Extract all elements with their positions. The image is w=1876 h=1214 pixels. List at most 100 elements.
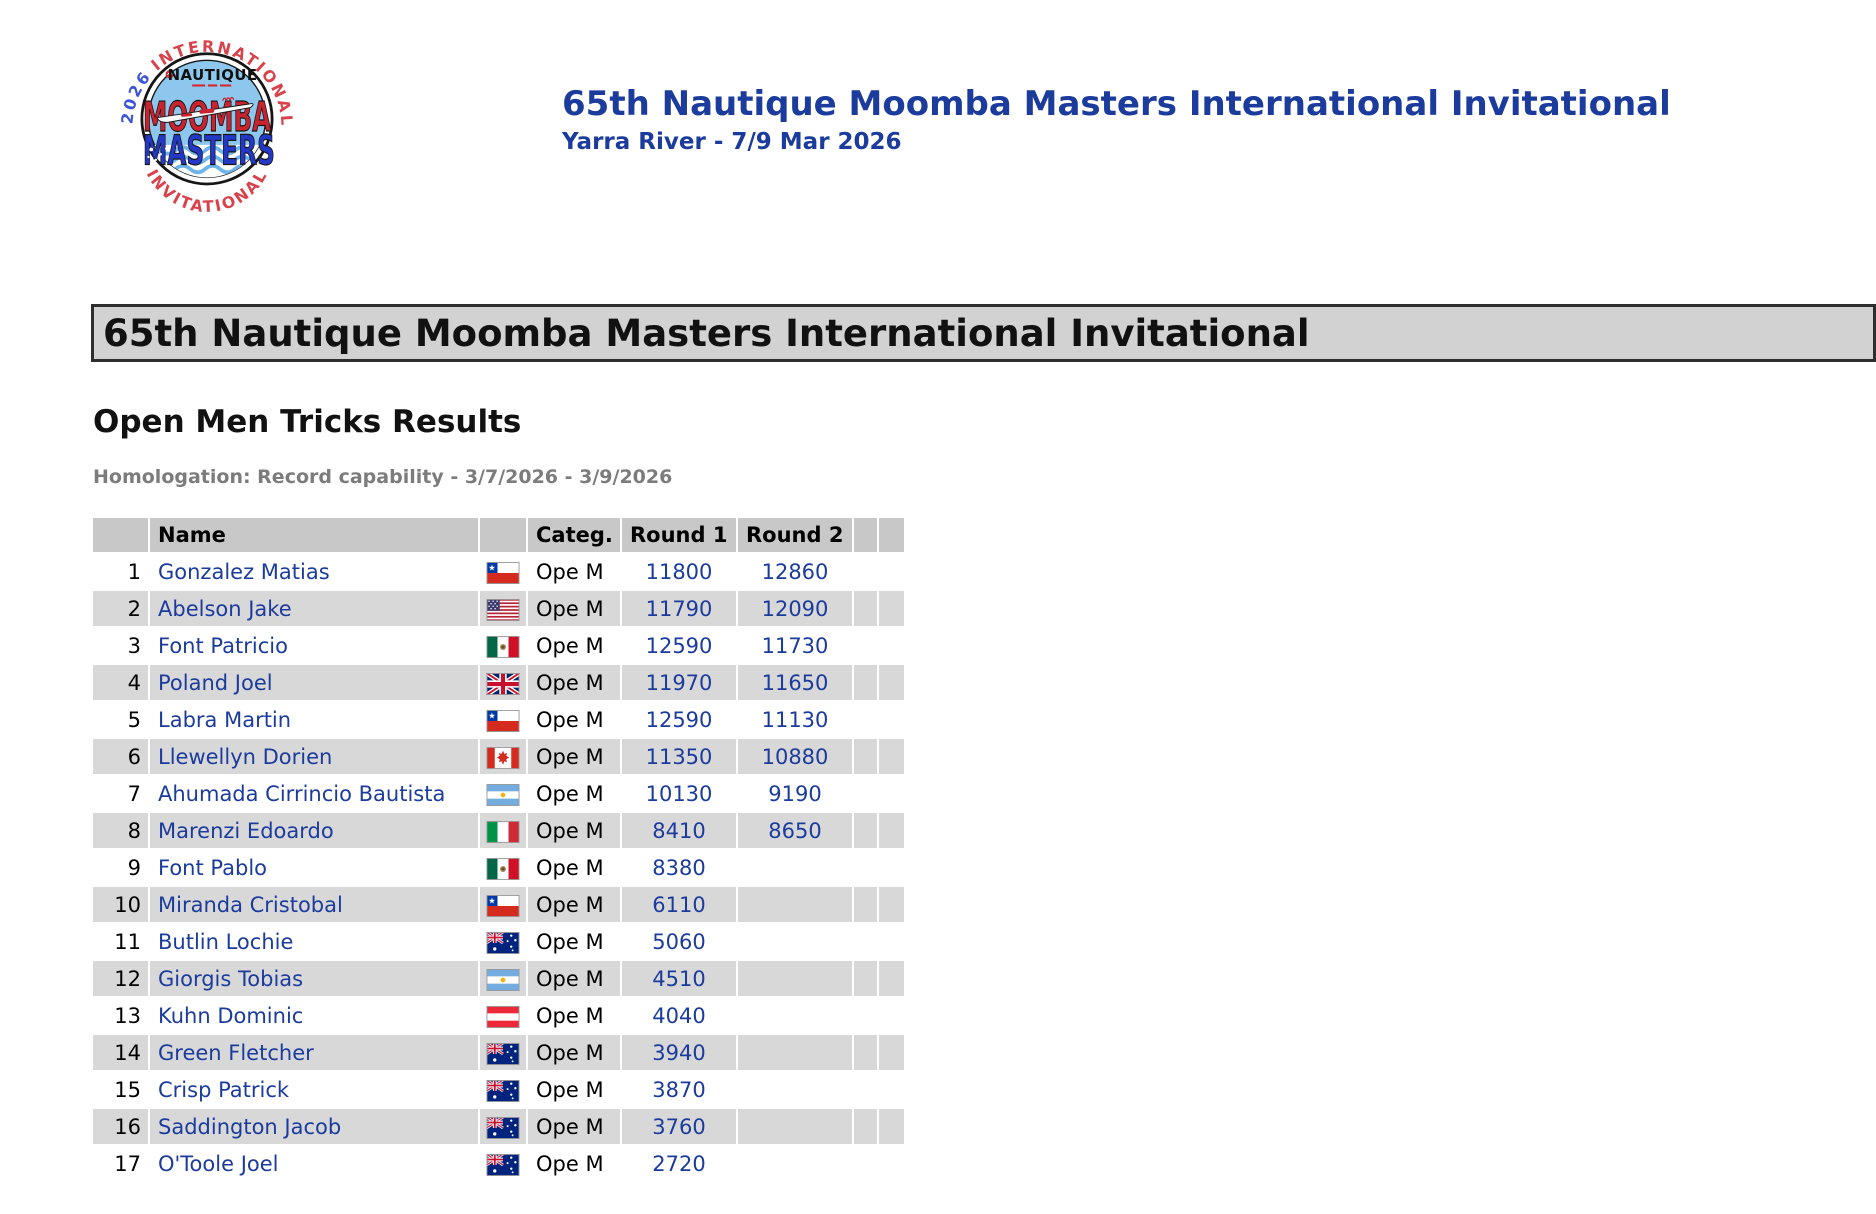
round2-score-link[interactable]: 9190 — [768, 781, 822, 806]
skier-name-link[interactable]: Butlin Lochie — [158, 929, 294, 954]
spacer-cell — [879, 850, 904, 885]
round1-score-link[interactable]: 5060 — [652, 929, 706, 954]
skier-name-link[interactable]: Font Patricio — [158, 633, 288, 658]
round2-score-link[interactable]: 11650 — [761, 670, 829, 695]
round1-score-link[interactable]: 12590 — [645, 633, 713, 658]
skier-name-link[interactable]: Abelson Jake — [158, 596, 292, 621]
round2-score-link[interactable]: 11730 — [761, 633, 829, 658]
spacer-cell — [879, 591, 904, 626]
round1-cell: 3940 — [622, 1035, 736, 1070]
skier-name-link[interactable]: Marenzi Edoardo — [158, 818, 334, 843]
spacer-cell — [879, 1109, 904, 1144]
skier-name-link[interactable]: Saddington Jacob — [158, 1114, 342, 1139]
spacer-column-header — [854, 518, 877, 552]
round2-score-link[interactable]: 10880 — [761, 744, 829, 769]
skier-name-link[interactable]: O'Toole Joel — [158, 1151, 279, 1176]
country-flag-icon — [486, 968, 520, 991]
skier-name-link[interactable]: Poland Joel — [158, 670, 273, 695]
round2-cell: 12090 — [738, 591, 852, 626]
round1-score-link[interactable]: 11350 — [645, 744, 713, 769]
country-flag-icon: ★ — [486, 561, 520, 584]
name-cell: Poland Joel — [150, 665, 478, 700]
skier-name-link[interactable]: Miranda Cristobal — [158, 892, 343, 917]
spacer-cell — [854, 702, 877, 737]
logo-boat-icon — [156, 96, 254, 123]
round1-score-link[interactable]: 11790 — [645, 596, 713, 621]
flag-cell — [480, 1109, 526, 1144]
category-cell: Ope M — [528, 1035, 620, 1070]
skier-name-link[interactable]: Giorgis Tobias — [158, 966, 304, 991]
flag-cell — [480, 924, 526, 959]
round1-cell: 11790 — [622, 591, 736, 626]
round1-score-link[interactable]: 11800 — [645, 559, 713, 584]
flag-cell — [480, 813, 526, 848]
spacer-cell — [854, 1035, 877, 1070]
table-row: 12 Giorgis Tobias Ope M 4510 — [93, 961, 904, 996]
results-tbody: 1 Gonzalez Matias ★ Ope M 11800 12860 2 … — [93, 554, 904, 1181]
round2-cell — [738, 887, 852, 922]
spacer-cell — [879, 887, 904, 922]
round1-score-link[interactable]: 3870 — [652, 1077, 706, 1102]
round1-score-link[interactable]: 2720 — [652, 1151, 706, 1176]
spacer-cell — [854, 1109, 877, 1144]
skier-name-link[interactable]: Labra Martin — [158, 707, 292, 732]
table-row: 3 Font Patricio Ope M 12590 11730 — [93, 628, 904, 663]
table-row: 10 Miranda Cristobal ★ Ope M 6110 — [93, 887, 904, 922]
country-flag-icon — [485, 670, 521, 697]
name-cell: Font Pablo — [150, 850, 478, 885]
round1-score-link[interactable]: 6110 — [652, 892, 706, 917]
skier-name-link[interactable]: Font Pablo — [158, 855, 267, 880]
round1-score-link[interactable]: 4510 — [652, 966, 706, 991]
round1-score-link[interactable]: 3760 — [652, 1114, 706, 1139]
round1-score-link[interactable]: 3940 — [652, 1040, 706, 1065]
masthead: 65th Nautique Moomba Masters Internation… — [562, 85, 1671, 155]
name-cell: Miranda Cristobal — [150, 887, 478, 922]
round2-score-link[interactable]: 11130 — [761, 707, 829, 732]
skier-name-link[interactable]: Green Fletcher — [158, 1040, 314, 1065]
flag-cell — [480, 850, 526, 885]
name-cell: Font Patricio — [150, 628, 478, 663]
round2-cell — [738, 924, 852, 959]
skier-name-link[interactable]: Llewellyn Dorien — [158, 744, 333, 769]
skier-name-link[interactable]: Gonzalez Matias — [158, 559, 330, 584]
spacer-cell — [854, 628, 877, 663]
name-cell: Abelson Jake — [150, 591, 478, 626]
round1-score-link[interactable]: 11970 — [645, 670, 713, 695]
spacer-cell — [879, 813, 904, 848]
rank-cell: 3 — [93, 628, 148, 663]
flag-cell — [480, 1146, 526, 1181]
round1-score-link[interactable]: 8380 — [652, 855, 706, 880]
name-cell: Ahumada Cirrincio Bautista — [150, 776, 478, 811]
spacer-cell — [879, 739, 904, 774]
flag-cell — [480, 1035, 526, 1070]
country-flag-icon — [486, 635, 520, 658]
results-table: Name Categ. Round 1 Round 2 1 Gonzalez M… — [91, 516, 906, 1183]
round2-score-link[interactable]: 12860 — [761, 559, 829, 584]
country-flag-icon — [486, 746, 520, 769]
table-row: 7 Ahumada Cirrincio Bautista Ope M 10130… — [93, 776, 904, 811]
round2-cell: 10880 — [738, 739, 852, 774]
table-row: 17 O'Toole Joel Ope M 2720 — [93, 1146, 904, 1181]
category-cell: Ope M — [528, 591, 620, 626]
homologation-note: Homologation: Record capability - 3/7/20… — [93, 466, 673, 488]
round1-score-link[interactable]: 12590 — [645, 707, 713, 732]
skier-name-link[interactable]: Ahumada Cirrincio Bautista — [158, 781, 446, 806]
spacer-cell — [854, 554, 877, 589]
skier-name-link[interactable]: Crisp Patrick — [158, 1077, 290, 1102]
country-flag-icon — [485, 1115, 520, 1139]
round1-cell: 4510 — [622, 961, 736, 996]
name-cell: Giorgis Tobias — [150, 961, 478, 996]
spacer-cell — [879, 1035, 904, 1070]
svg-text:★: ★ — [488, 710, 495, 720]
skier-name-link[interactable]: Kuhn Dominic — [158, 1003, 304, 1028]
round1-cell: 12590 — [622, 702, 736, 737]
round1-score-link[interactable]: 8410 — [652, 818, 706, 843]
round1-score-link[interactable]: 10130 — [645, 781, 713, 806]
round2-score-link[interactable]: 8650 — [768, 818, 822, 843]
name-cell: Saddington Jacob — [150, 1109, 478, 1144]
round2-score-link[interactable]: 12090 — [761, 596, 829, 621]
category-cell: Ope M — [528, 628, 620, 663]
table-row: 2 Abelson Jake Ope M 11790 12090 — [93, 591, 904, 626]
spacer-cell — [854, 813, 877, 848]
round1-score-link[interactable]: 4040 — [652, 1003, 706, 1028]
